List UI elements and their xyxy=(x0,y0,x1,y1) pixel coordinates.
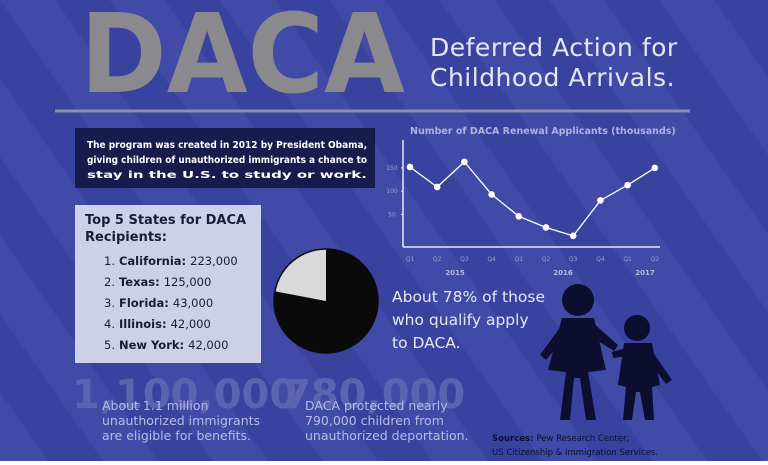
sources-label: Sources: xyxy=(492,434,533,444)
states-box xyxy=(75,205,261,363)
subtitle: Childhood Arrivals. xyxy=(430,63,675,92)
state-name: California: xyxy=(119,254,186,268)
state-rank: 2. xyxy=(104,275,115,289)
y-tick-label: 50 xyxy=(388,211,396,218)
x-tick-label: Q4 xyxy=(487,256,496,263)
state-item: 4. Illinois: 42,000 xyxy=(104,317,211,331)
state-value: 223,000 xyxy=(190,254,238,268)
state-rank: 3. xyxy=(104,296,115,310)
year-label: 2015 xyxy=(445,269,465,277)
title: DACA xyxy=(80,0,405,118)
stat-caption: About 1.1 million xyxy=(102,398,208,413)
stat-caption: are eligible for benefits. xyxy=(102,428,251,443)
point xyxy=(597,197,604,204)
subtitle: Deferred Action for xyxy=(430,33,678,62)
state-name: New York: xyxy=(119,338,184,352)
intro-text: stay in the U.S. to study or work. xyxy=(87,170,367,181)
pie-annotation: About 78% of those xyxy=(392,288,545,306)
state-item: 2. Texas: 125,000 xyxy=(104,275,211,289)
x-tick-label: Q2 xyxy=(433,256,442,263)
state-name: Texas: xyxy=(119,275,160,289)
state-value: 43,000 xyxy=(173,296,213,310)
state-name: Illinois: xyxy=(119,317,167,331)
state-item: 1. California: 223,000 xyxy=(104,254,238,268)
state-item: 3. Florida: 43,000 xyxy=(104,296,213,310)
states-title: Recipients: xyxy=(85,230,167,245)
sources-line: Pew Research Center, xyxy=(536,434,629,444)
pie-slice xyxy=(274,249,326,301)
stat-caption: unauthorized immigrants xyxy=(102,413,260,428)
pie-annotation: who qualify apply xyxy=(392,311,529,329)
point xyxy=(433,183,441,191)
state-item: 5. New York: 42,000 xyxy=(104,338,228,352)
sources: Sources: Pew Research Center, xyxy=(492,434,629,444)
state-rank: 5. xyxy=(104,338,115,352)
intro-box xyxy=(75,128,375,188)
x-tick-label: Q1 xyxy=(515,256,524,263)
stat-number: 1,100,000 xyxy=(72,372,297,418)
stat-caption: DACA protected nearly xyxy=(305,398,448,413)
sources-line: US Citizenship & Immigration Services. xyxy=(492,448,658,458)
state-rank: 1. xyxy=(104,254,115,268)
point xyxy=(651,164,659,172)
intro-text: giving children of unauthorized immigran… xyxy=(87,155,367,166)
year-label: 2016 xyxy=(553,269,573,277)
state-value: 42,000 xyxy=(171,317,211,331)
year-label: 2017 xyxy=(635,269,655,277)
x-tick-label: Q3 xyxy=(569,256,578,263)
point xyxy=(488,191,495,198)
x-tick-label: Q1 xyxy=(623,256,632,263)
stat-number: 780,000 xyxy=(283,372,465,418)
x-tick-label: Q1 xyxy=(406,256,415,263)
y-tick-label: 150 xyxy=(386,165,398,172)
stat-caption: 790,000 children from xyxy=(305,413,444,428)
x-tick-label: Q2 xyxy=(542,256,551,263)
point xyxy=(515,212,523,220)
x-tick-label: Q3 xyxy=(460,256,469,263)
point xyxy=(624,181,631,189)
x-tick-label: Q4 xyxy=(596,256,605,263)
line xyxy=(409,160,656,237)
state-value: 42,000 xyxy=(188,338,228,352)
point xyxy=(461,158,468,166)
chart-title: Number of DACA Renewal Applicants (thous… xyxy=(410,126,676,137)
point xyxy=(542,224,550,231)
point xyxy=(569,232,577,240)
state-rank: 4. xyxy=(104,317,115,331)
pie-outline xyxy=(273,248,379,354)
x-tick-label: Q2 xyxy=(651,256,660,263)
children-silhouette xyxy=(540,284,672,420)
y-tick-label: 100 xyxy=(386,188,398,195)
intro-text: The program was created in 2012 by Presi… xyxy=(87,140,367,151)
state-value: 125,000 xyxy=(164,275,212,289)
state-name: Florida: xyxy=(119,296,169,310)
stat-caption: unauthorized deportation. xyxy=(305,428,469,443)
point xyxy=(406,163,414,171)
pie-annotation: to DACA. xyxy=(392,334,461,352)
states-title: Top 5 States for DACA xyxy=(85,213,246,228)
